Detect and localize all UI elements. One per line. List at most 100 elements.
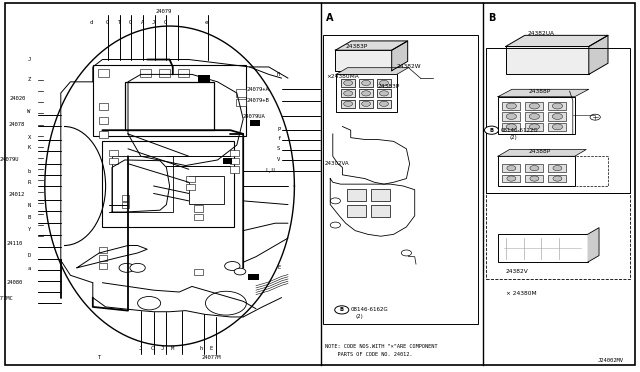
Bar (186, 176, 195, 182)
Bar (194, 214, 203, 220)
Bar (525, 175, 543, 182)
Text: h: h (200, 346, 204, 352)
Text: E: E (277, 265, 280, 270)
Text: B: B (28, 215, 31, 220)
Circle shape (362, 101, 371, 106)
Bar (502, 112, 520, 121)
Text: H: H (277, 72, 280, 77)
Bar (230, 150, 239, 156)
Bar (498, 156, 575, 186)
Bar (377, 79, 391, 87)
Circle shape (401, 250, 412, 256)
Bar (159, 69, 170, 77)
Text: M: M (170, 346, 174, 352)
Circle shape (380, 80, 388, 86)
Bar (486, 48, 630, 193)
Bar (359, 89, 373, 97)
Bar (336, 74, 397, 112)
Text: C: C (150, 346, 154, 352)
Bar (548, 164, 566, 172)
Bar (502, 164, 520, 172)
Bar (140, 69, 151, 77)
Circle shape (484, 126, 499, 134)
Circle shape (552, 113, 563, 119)
Text: ×24380MA: ×24380MA (326, 74, 359, 79)
Text: 24388P: 24388P (529, 89, 550, 94)
Polygon shape (498, 150, 586, 156)
Text: 08146-6122G: 08146-6122G (500, 128, 538, 133)
Circle shape (506, 113, 516, 119)
Text: J: J (28, 57, 31, 62)
Bar (230, 158, 239, 164)
Bar (223, 158, 232, 164)
Text: J: J (139, 346, 143, 352)
Text: 24383P: 24383P (378, 84, 400, 89)
Text: W: W (28, 109, 31, 114)
Bar (125, 82, 214, 130)
Text: × 24380M: × 24380M (506, 291, 536, 296)
Bar (548, 112, 566, 121)
Circle shape (330, 222, 340, 228)
Bar (377, 100, 391, 108)
Circle shape (335, 306, 349, 314)
Text: 24079UA: 24079UA (243, 113, 266, 119)
Bar (186, 184, 195, 190)
Bar (99, 255, 107, 261)
Circle shape (553, 166, 562, 171)
Bar (502, 102, 520, 110)
Circle shape (507, 166, 516, 171)
Polygon shape (589, 35, 608, 74)
Text: J: J (152, 20, 156, 25)
Bar (525, 123, 543, 131)
Text: b: b (28, 169, 31, 174)
Bar (189, 176, 224, 204)
Bar (335, 50, 392, 71)
Bar (122, 202, 129, 208)
Bar (230, 166, 239, 173)
Bar (548, 175, 566, 182)
Bar (236, 99, 246, 106)
Circle shape (344, 91, 353, 96)
Circle shape (553, 176, 562, 181)
Text: f: f (277, 136, 280, 141)
Text: A: A (326, 13, 334, 23)
Text: 24012: 24012 (8, 192, 24, 197)
Text: J: J (160, 346, 164, 352)
Bar (371, 205, 390, 217)
Text: 24020: 24020 (10, 96, 26, 101)
Circle shape (590, 114, 600, 120)
Text: 24388P: 24388P (529, 149, 550, 154)
Circle shape (530, 176, 539, 181)
Bar (359, 100, 373, 108)
Bar (498, 97, 575, 134)
Circle shape (205, 291, 246, 315)
Circle shape (530, 166, 539, 171)
Text: N: N (28, 203, 31, 208)
Bar (377, 89, 391, 97)
Text: 24079+A: 24079+A (246, 87, 269, 92)
Polygon shape (498, 89, 589, 97)
Text: Q: Q (128, 20, 132, 25)
Bar (98, 69, 109, 77)
Polygon shape (392, 41, 408, 71)
Bar (371, 189, 390, 201)
Bar (122, 195, 129, 201)
Text: 08146-6162G: 08146-6162G (351, 307, 388, 312)
Text: Y: Y (28, 227, 31, 232)
Bar (99, 103, 108, 110)
Bar (506, 46, 589, 74)
Text: V: V (277, 157, 280, 162)
Text: J24002MV: J24002MV (598, 358, 624, 363)
Text: e: e (205, 20, 209, 25)
Circle shape (344, 101, 353, 106)
Text: G: G (106, 20, 109, 25)
Text: 24382V: 24382V (506, 269, 529, 274)
Polygon shape (336, 68, 408, 74)
Text: B: B (488, 13, 495, 23)
Text: d: d (90, 20, 93, 25)
Bar (498, 234, 588, 262)
Bar (486, 193, 630, 279)
Circle shape (380, 101, 388, 106)
Text: Q: Q (163, 20, 167, 25)
Circle shape (507, 176, 516, 181)
